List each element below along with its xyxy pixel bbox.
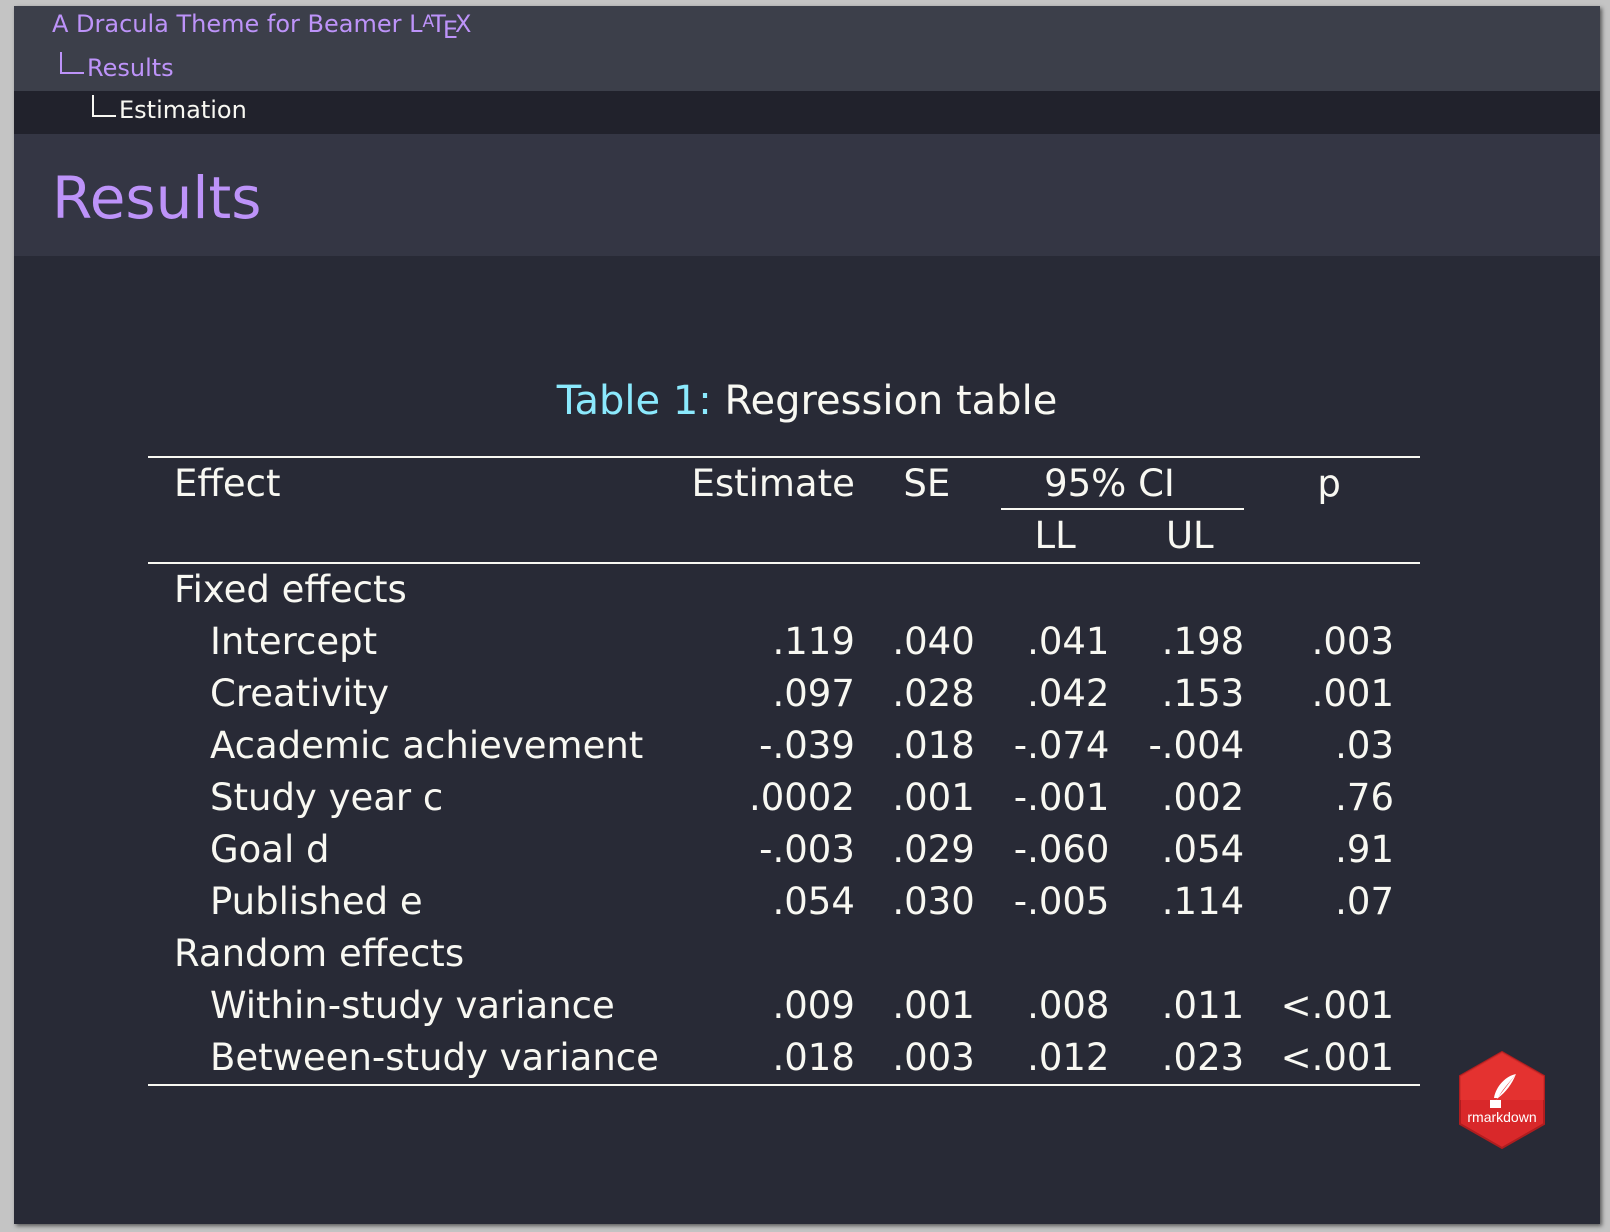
cell-se: .003: [854, 1032, 975, 1086]
table-row: Creativity .097 .028 .042 .153 .001: [148, 668, 1420, 720]
cell-effect: Published e: [210, 880, 423, 923]
header-ul: UL: [1109, 510, 1245, 564]
cell-estimate: .119: [772, 620, 855, 663]
cell-estimate: .097: [772, 672, 855, 715]
cell-se: .029: [892, 828, 975, 871]
cell-effect: Intercept: [210, 620, 378, 663]
cell-p: .07: [1335, 880, 1394, 923]
table-row: Goal d -.003 .029 -.060 .054 .91: [148, 824, 1420, 876]
group-label: Random effects: [174, 932, 465, 975]
latex-logo: LATEX: [409, 10, 472, 44]
ci-rule: [1000, 508, 1245, 510]
table-row: Intercept .119 .040 .041 .198 .003: [148, 616, 1420, 668]
cell-effect: Within-study variance: [210, 984, 615, 1027]
cell-ll: -.074: [1013, 724, 1110, 767]
cell-p: <.001: [1244, 1032, 1420, 1086]
cell-estimate: .054: [772, 880, 855, 923]
cell-p: .91: [1335, 828, 1394, 871]
cell-effect: Creativity: [210, 672, 390, 715]
header-effect: Effect: [148, 456, 664, 510]
tree-branch-icon: [92, 95, 116, 117]
cell-ll: .012: [974, 1032, 1110, 1086]
rmarkdown-badge-label: rmarkdown: [1467, 1109, 1536, 1125]
header-ll: LL: [974, 510, 1110, 564]
header-estimate: Estimate: [663, 456, 855, 510]
cell-ul: .023: [1109, 1032, 1245, 1086]
cell-ul: -.004: [1148, 724, 1245, 767]
cell-p: .003: [1311, 620, 1394, 663]
cell-ul: .153: [1161, 672, 1245, 715]
cell-ul: .198: [1161, 620, 1245, 663]
table-row: Between-study variance .018 .003 .012 .0…: [148, 1032, 1420, 1086]
cell-ll: -.005: [1013, 880, 1110, 923]
frame-title: Results: [52, 164, 262, 232]
table-header-row: Effect Estimate SE 95% CI p: [148, 456, 1420, 510]
group-row-random: Random effects: [148, 928, 1420, 980]
cell-ul: .054: [1161, 828, 1245, 871]
table-caption-text: Regression table: [724, 378, 1058, 424]
cell-ll: -.001: [1013, 776, 1110, 819]
cell-estimate: .018: [663, 1032, 855, 1086]
cell-p: .001: [1311, 672, 1394, 715]
cell-p: .03: [1335, 724, 1394, 767]
group-row-fixed: Fixed effects: [148, 563, 1420, 616]
headline-bar: [14, 6, 1600, 91]
cell-ul: .011: [1161, 984, 1245, 1027]
cell-ll: -.060: [1013, 828, 1110, 871]
cell-effect: Between-study variance: [148, 1032, 664, 1086]
frame-title-bar: [14, 134, 1600, 256]
cell-ul: .114: [1161, 880, 1245, 923]
cell-se: .040: [892, 620, 975, 663]
header-ci: 95% CI: [974, 456, 1245, 510]
table-caption: Table 1: Regression table: [14, 378, 1600, 424]
cell-se: .028: [892, 672, 975, 715]
regression-table: Effect Estimate SE 95% CI p LL UL Fixed …: [148, 456, 1420, 1086]
cell-effect: Study year c: [210, 776, 444, 819]
presentation-title-link[interactable]: A Dracula Theme for Beamer LATEX: [52, 10, 472, 44]
subsection-link[interactable]: Estimation: [119, 96, 247, 124]
slide: A Dracula Theme for Beamer LATEX Results…: [14, 6, 1600, 1224]
group-label: Fixed effects: [174, 568, 407, 611]
cell-ll: .042: [1027, 672, 1110, 715]
header-p: p: [1244, 456, 1420, 510]
cell-ul: .002: [1161, 776, 1245, 819]
subsection-bar: [14, 91, 1600, 134]
cell-ll: .041: [1027, 620, 1110, 663]
cell-se: .030: [892, 880, 975, 923]
tree-branch-icon: [60, 52, 84, 74]
table-subheader-row: LL UL: [148, 510, 1420, 564]
cell-estimate: .0002: [748, 776, 855, 819]
cell-effect: Goal d: [210, 828, 330, 871]
cell-estimate: -.003: [759, 828, 855, 871]
cell-estimate: .009: [772, 984, 855, 1027]
table-row: Published e .054 .030 -.005 .114 .07: [148, 876, 1420, 928]
table-row: Academic achievement -.039 .018 -.074 -.…: [148, 720, 1420, 772]
table-caption-label: Table 1:: [556, 378, 712, 424]
table-row: Within-study variance .009 .001 .008 .01…: [148, 980, 1420, 1032]
quill-pen-icon: [1490, 1074, 1516, 1108]
cell-ll: .008: [1027, 984, 1110, 1027]
rmarkdown-badge: rmarkdown: [1459, 1050, 1545, 1150]
table-row: Study year c .0002 .001 -.001 .002 .76: [148, 772, 1420, 824]
cell-estimate: -.039: [759, 724, 855, 767]
section-link[interactable]: Results: [87, 54, 174, 82]
cell-se: .001: [892, 984, 975, 1027]
cell-effect: Academic achievement: [210, 724, 644, 767]
cell-p: .76: [1335, 776, 1394, 819]
header-se: SE: [854, 456, 975, 510]
cell-se: .001: [892, 776, 975, 819]
cell-se: .018: [892, 724, 975, 767]
cell-p: <.001: [1280, 984, 1394, 1027]
